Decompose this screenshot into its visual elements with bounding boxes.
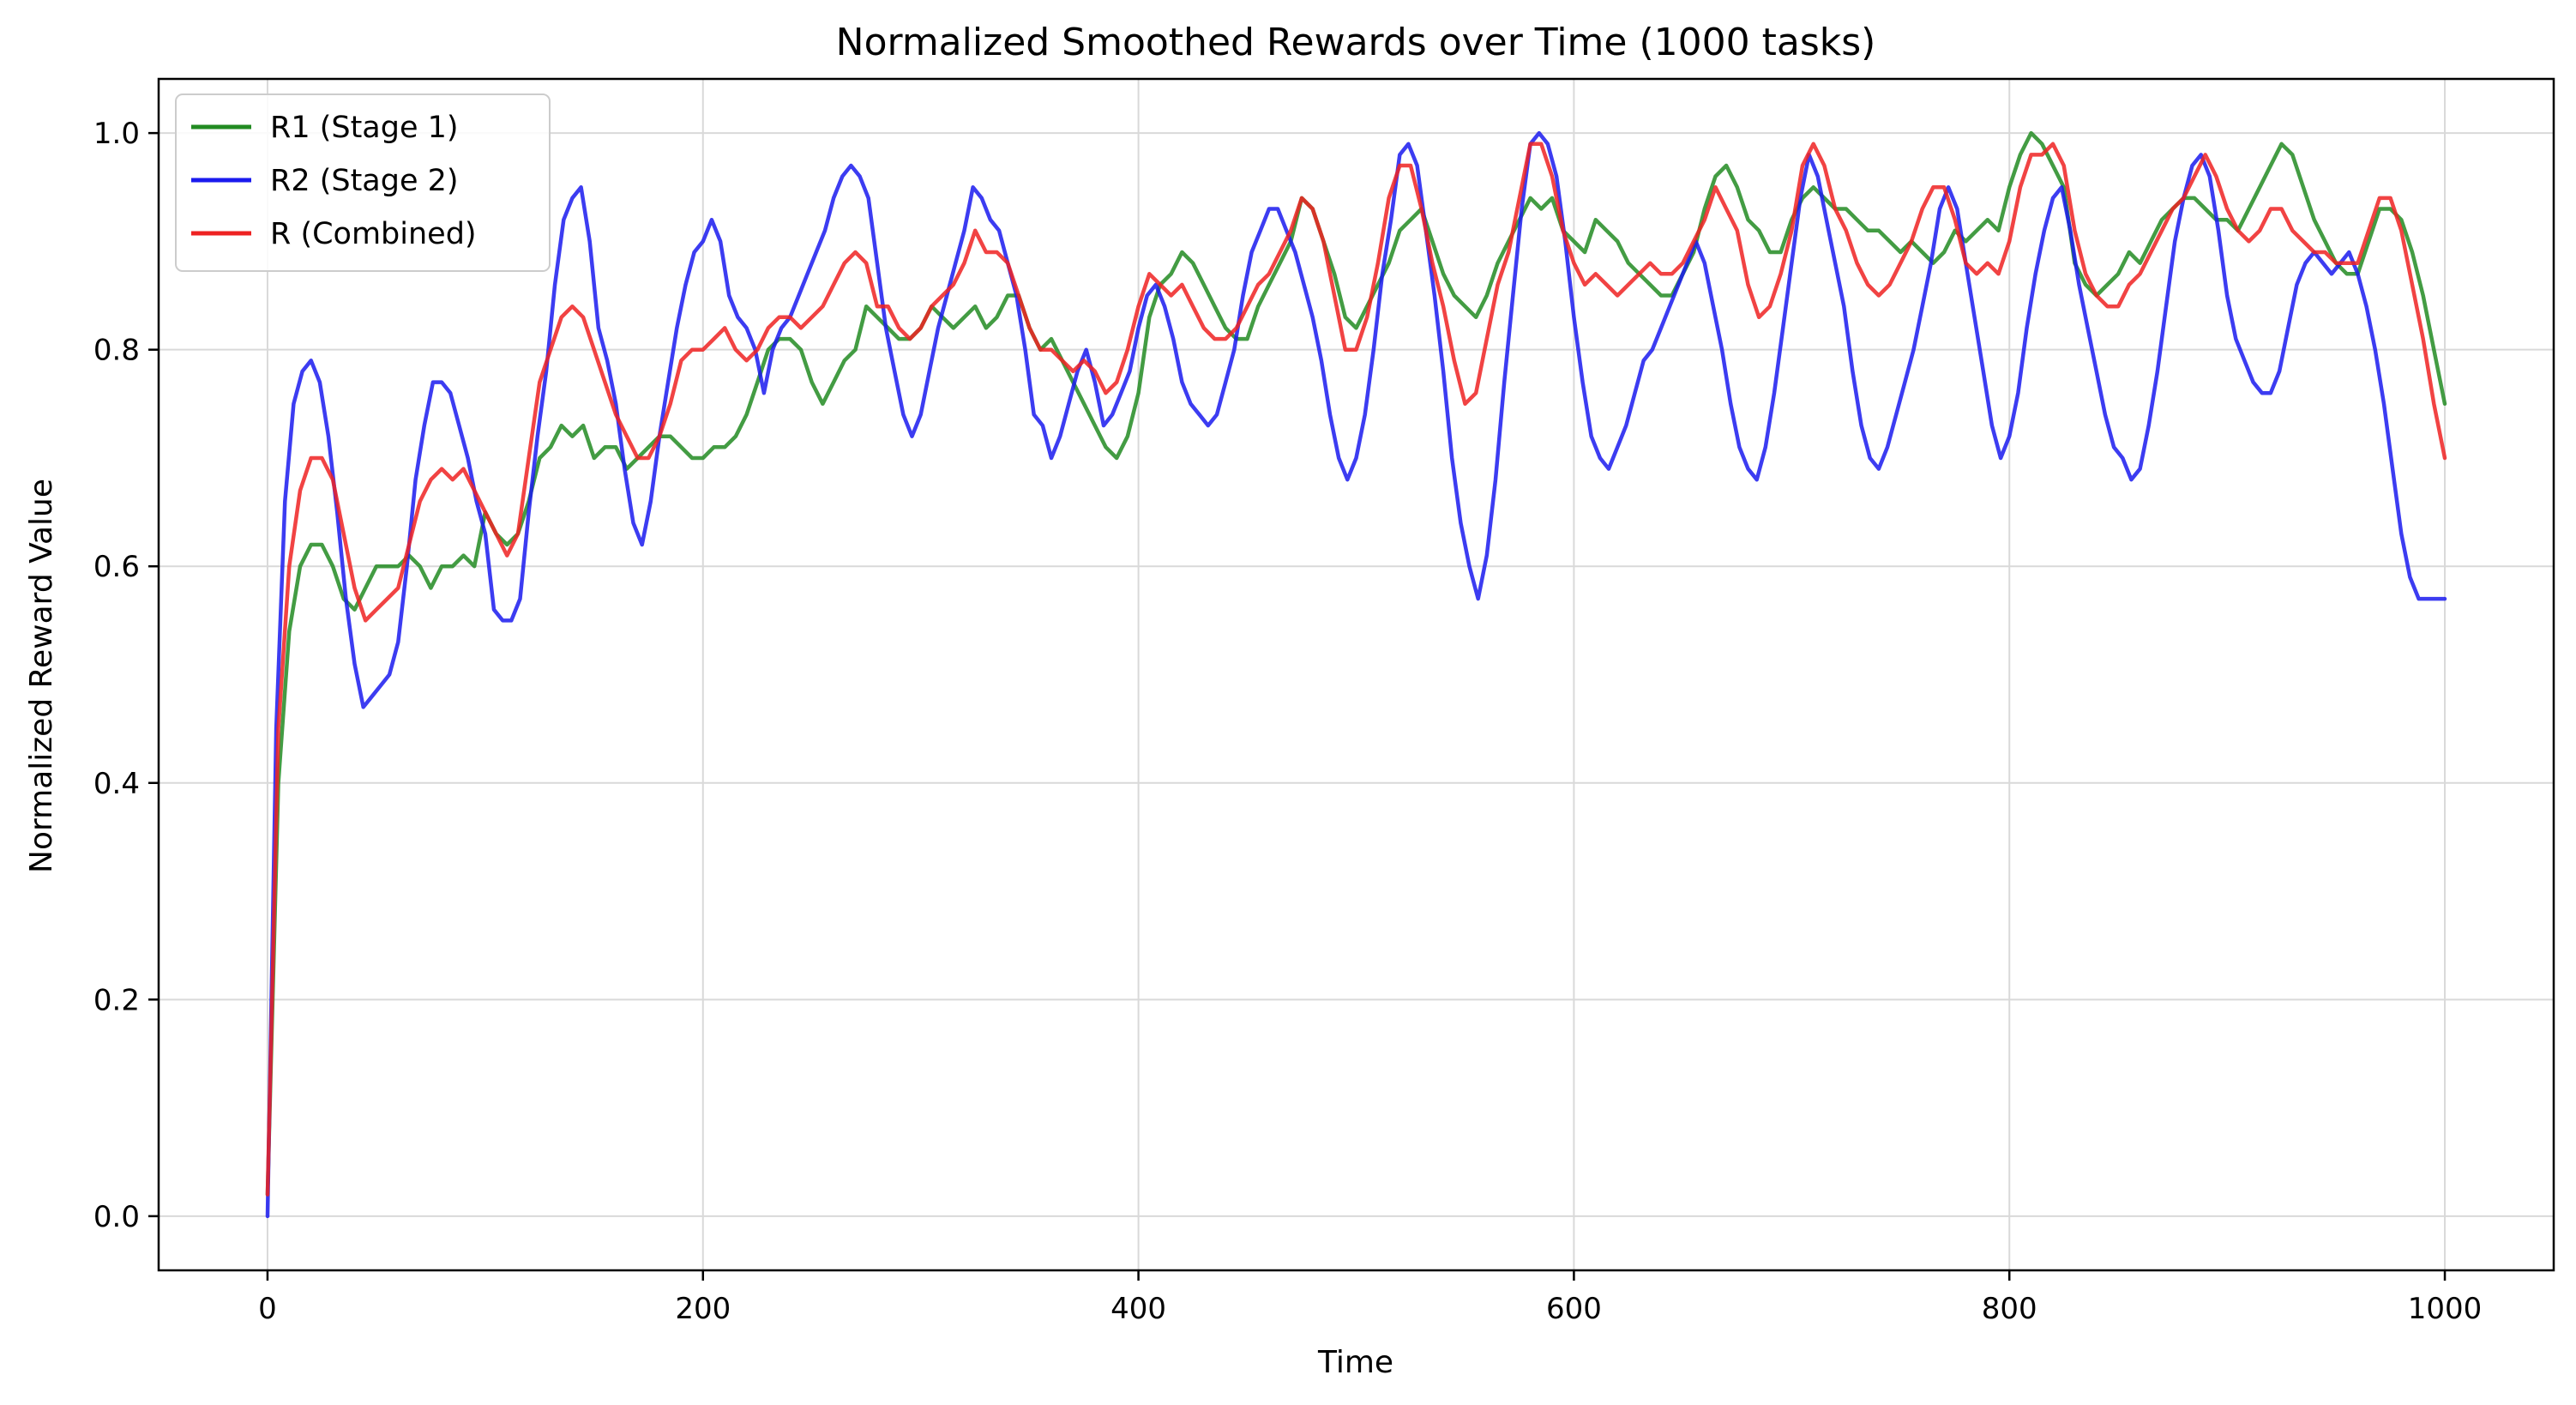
series-line-2: [265, 130, 2447, 1219]
x-tick-label: 600: [1546, 1292, 1602, 1326]
axis-ticks: 0 200 400 600 800 1000 0.0 0.2 0.4 0.6 0.8 1.0: [93, 117, 2482, 1326]
plot-area-frame: [157, 77, 2555, 1272]
x-tick-label: 1000: [2408, 1292, 2483, 1326]
y-tick-label: 1.0: [93, 117, 140, 151]
y-tick-label: 0.0: [93, 1200, 140, 1234]
y-axis-label: Normalized Reward Value: [24, 479, 59, 873]
legend: R1 (Stage 1) R2 (Stage 2) R (Combined): [175, 93, 551, 272]
y-tick-label: 0.4: [93, 767, 140, 801]
chart-title: Normalized Smoothed Rewards over Time (1…: [836, 21, 1876, 64]
series-line-3: [265, 142, 2447, 1197]
legend-label: R1 (Stage 1): [270, 111, 459, 145]
y-tick-label: 0.2: [93, 983, 140, 1017]
legend-label: R (Combined): [270, 217, 477, 251]
x-tick-label: 200: [675, 1292, 731, 1326]
x-tick-label: 800: [1982, 1292, 2037, 1326]
x-axis-label: Time: [1317, 1345, 1393, 1380]
legend-label: R2 (Stage 2): [270, 164, 459, 198]
series-lines: [265, 130, 2447, 1219]
series-line-1: [265, 130, 2447, 1197]
legend-box: [175, 93, 551, 272]
y-tick-label: 0.6: [93, 550, 140, 584]
x-tick-label: 0: [258, 1292, 277, 1326]
y-tick-label: 0.8: [93, 334, 140, 368]
x-tick-label: 400: [1110, 1292, 1166, 1326]
